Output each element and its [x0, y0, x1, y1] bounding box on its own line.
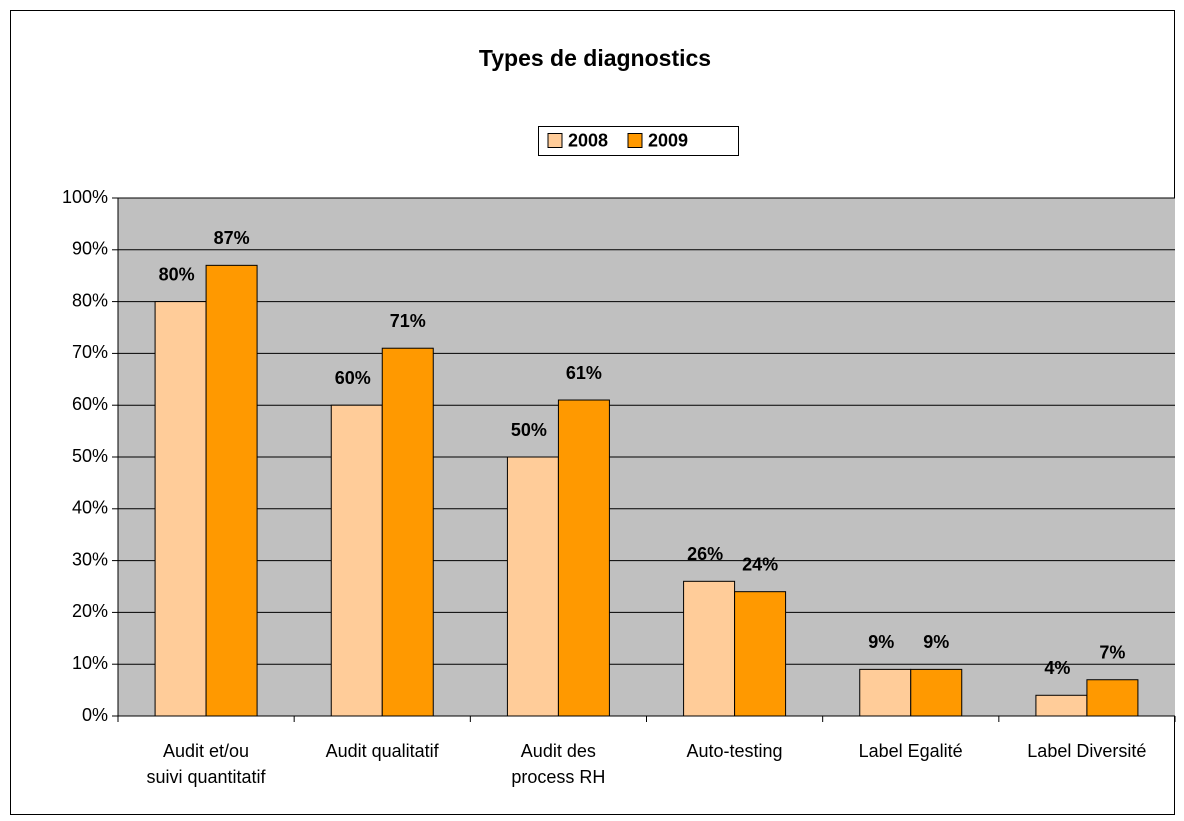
bar	[683, 580, 736, 717]
y-tick-label: 100%	[62, 187, 108, 207]
data-label: 71%	[390, 311, 426, 331]
bar	[1035, 694, 1088, 717]
data-label: 7%	[1099, 642, 1125, 662]
data-label: 9%	[868, 632, 894, 652]
legend-label: 2008	[568, 130, 608, 150]
data-label: 4%	[1044, 658, 1070, 678]
bar	[154, 301, 207, 717]
y-tick-label: 60%	[72, 394, 108, 414]
chart-title: Types de diagnostics	[479, 45, 711, 71]
bar	[381, 347, 434, 717]
data-label: 60%	[335, 368, 371, 388]
bar	[557, 399, 610, 717]
y-tick-label: 0%	[82, 705, 108, 725]
legend-swatch	[547, 133, 563, 148]
y-tick-label: 80%	[72, 290, 108, 310]
y-tick-label: 20%	[72, 601, 108, 621]
bar	[734, 591, 787, 717]
data-label: 61%	[566, 363, 602, 383]
x-tick-label: Audit qualitatif	[325, 741, 439, 761]
x-tick-label: Audit des process RH	[511, 741, 606, 787]
y-tick-label: 40%	[72, 498, 108, 518]
y-tick-label: 10%	[72, 653, 108, 673]
legend-label: 2009	[648, 130, 688, 150]
bar	[859, 668, 912, 717]
bar	[910, 668, 963, 717]
legend-swatch	[627, 133, 643, 148]
x-tick-label: Label Egalité	[858, 741, 963, 761]
x-tick-label: Auto-testing	[686, 741, 783, 761]
data-label: 80%	[159, 264, 195, 284]
bar	[506, 456, 559, 717]
x-tick-label: Label Diversité	[1027, 741, 1147, 761]
data-label: 50%	[511, 420, 547, 440]
bar	[205, 264, 258, 717]
y-tick-label: 30%	[72, 549, 108, 569]
data-label: 9%	[923, 632, 949, 652]
x-tick-label: Audit et/ou suivi quantitatif	[146, 741, 266, 787]
data-label: 24%	[742, 554, 778, 574]
bar	[1086, 679, 1139, 717]
data-label: 26%	[687, 544, 723, 564]
y-tick-label: 50%	[72, 446, 108, 466]
data-label: 87%	[214, 228, 250, 248]
y-tick-label: 70%	[72, 342, 108, 362]
y-tick-label: 90%	[72, 239, 108, 259]
bar	[330, 404, 383, 717]
